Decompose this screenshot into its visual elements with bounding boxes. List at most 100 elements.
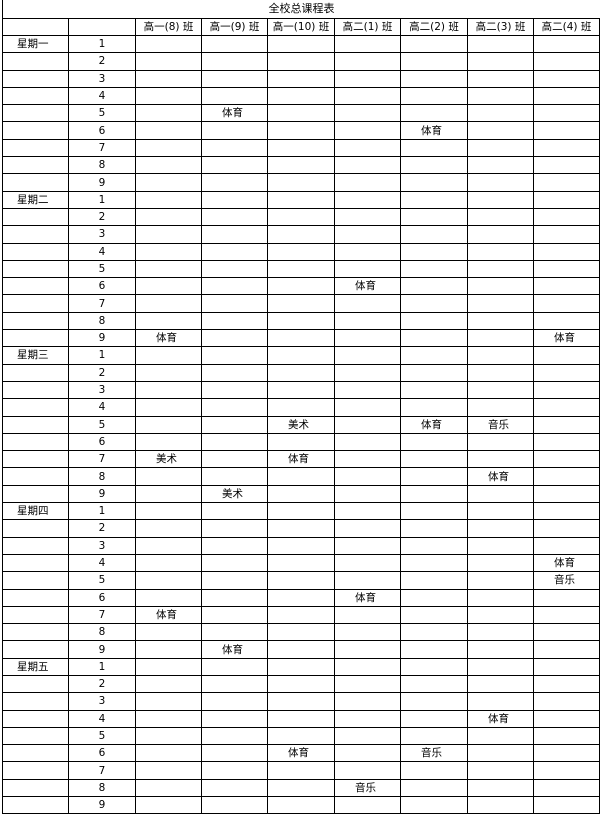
course-cell[interactable] — [135, 536, 202, 555]
day-cell[interactable] — [2, 709, 69, 728]
course-cell[interactable] — [135, 52, 202, 71]
course-cell[interactable] — [201, 225, 268, 244]
course-cell[interactable] — [267, 69, 335, 88]
course-cell[interactable] — [334, 692, 401, 711]
course-cell[interactable] — [334, 242, 401, 261]
course-cell[interactable] — [400, 277, 468, 296]
course-cell[interactable] — [135, 761, 202, 780]
course-cell[interactable] — [467, 363, 534, 382]
course-cell[interactable]: 体育 — [334, 277, 401, 296]
course-cell[interactable]: 美术 — [135, 450, 202, 469]
course-cell[interactable] — [533, 502, 600, 521]
course-cell[interactable] — [467, 657, 534, 676]
course-cell[interactable] — [533, 34, 600, 54]
course-cell[interactable] — [467, 623, 534, 642]
course-cell[interactable] — [334, 311, 401, 331]
course-cell[interactable] — [334, 415, 401, 434]
day-cell[interactable] — [2, 796, 69, 814]
course-cell[interactable] — [135, 121, 202, 140]
course-cell[interactable] — [201, 623, 268, 642]
course-cell[interactable] — [533, 52, 600, 71]
course-cell[interactable] — [201, 467, 268, 486]
period-number[interactable]: 8 — [68, 623, 136, 642]
course-cell[interactable] — [334, 190, 401, 209]
course-cell[interactable] — [533, 484, 600, 504]
course-cell[interactable] — [267, 726, 335, 746]
period-number[interactable]: 9 — [68, 173, 136, 192]
course-cell[interactable] — [467, 156, 534, 175]
course-cell[interactable] — [467, 346, 534, 365]
day-cell[interactable] — [2, 104, 69, 123]
course-cell[interactable] — [334, 519, 401, 538]
course-cell[interactable] — [201, 156, 268, 175]
course-cell[interactable] — [334, 207, 401, 227]
period-number[interactable]: 4 — [68, 398, 136, 417]
course-cell[interactable] — [334, 553, 401, 573]
course-cell[interactable] — [467, 121, 534, 140]
course-cell[interactable] — [533, 294, 600, 313]
course-cell[interactable]: 体育 — [267, 450, 335, 469]
course-cell[interactable] — [334, 571, 401, 590]
course-cell[interactable] — [135, 225, 202, 244]
course-cell[interactable] — [533, 761, 600, 780]
course-cell[interactable] — [334, 69, 401, 88]
period-number[interactable]: 5 — [68, 259, 136, 279]
course-cell[interactable] — [467, 294, 534, 313]
day-cell[interactable] — [2, 363, 69, 382]
period-number[interactable]: 1 — [68, 34, 136, 54]
course-cell[interactable] — [201, 138, 268, 158]
period-number[interactable]: 6 — [68, 121, 136, 140]
course-cell[interactable] — [400, 346, 468, 365]
day-cell[interactable] — [2, 553, 69, 573]
period-number[interactable]: 6 — [68, 744, 136, 763]
course-cell[interactable] — [135, 380, 202, 400]
course-cell[interactable] — [400, 623, 468, 642]
course-cell[interactable] — [135, 484, 202, 504]
course-cell[interactable] — [467, 778, 534, 798]
period-number[interactable]: 8 — [68, 467, 136, 486]
course-cell[interactable] — [533, 207, 600, 227]
course-cell[interactable] — [135, 588, 202, 607]
course-cell[interactable] — [334, 657, 401, 676]
course-cell[interactable] — [467, 311, 534, 331]
course-cell[interactable] — [201, 415, 268, 434]
course-cell[interactable] — [201, 553, 268, 573]
day-cell[interactable] — [2, 605, 69, 625]
period-number[interactable]: 2 — [68, 52, 136, 71]
course-cell[interactable] — [201, 502, 268, 521]
course-cell[interactable] — [400, 156, 468, 175]
period-number[interactable]: 8 — [68, 156, 136, 175]
course-cell[interactable] — [400, 190, 468, 209]
course-cell[interactable] — [201, 692, 268, 711]
course-cell[interactable] — [400, 553, 468, 573]
course-cell[interactable] — [201, 34, 268, 54]
course-cell[interactable] — [201, 52, 268, 71]
course-cell[interactable]: 音乐 — [533, 571, 600, 590]
course-cell[interactable] — [334, 744, 401, 763]
course-cell[interactable] — [533, 225, 600, 244]
course-cell[interactable] — [533, 311, 600, 331]
course-cell[interactable] — [467, 398, 534, 417]
period-number[interactable]: 7 — [68, 294, 136, 313]
period-number[interactable]: 3 — [68, 692, 136, 711]
course-cell[interactable] — [135, 571, 202, 590]
course-cell[interactable] — [400, 536, 468, 555]
course-cell[interactable] — [201, 277, 268, 296]
course-cell[interactable] — [400, 398, 468, 417]
course-cell[interactable] — [533, 588, 600, 607]
course-cell[interactable] — [533, 259, 600, 279]
period-number[interactable]: 9 — [68, 329, 136, 348]
course-cell[interactable] — [334, 363, 401, 382]
course-cell[interactable] — [201, 398, 268, 417]
course-cell[interactable] — [135, 207, 202, 227]
course-cell[interactable] — [135, 156, 202, 175]
course-cell[interactable] — [334, 156, 401, 175]
course-cell[interactable] — [467, 484, 534, 504]
course-cell[interactable] — [400, 657, 468, 676]
course-cell[interactable] — [400, 104, 468, 123]
course-cell[interactable] — [135, 796, 202, 814]
course-cell[interactable] — [400, 726, 468, 746]
course-cell[interactable] — [267, 536, 335, 555]
course-cell[interactable] — [334, 259, 401, 279]
course-cell[interactable] — [267, 52, 335, 71]
